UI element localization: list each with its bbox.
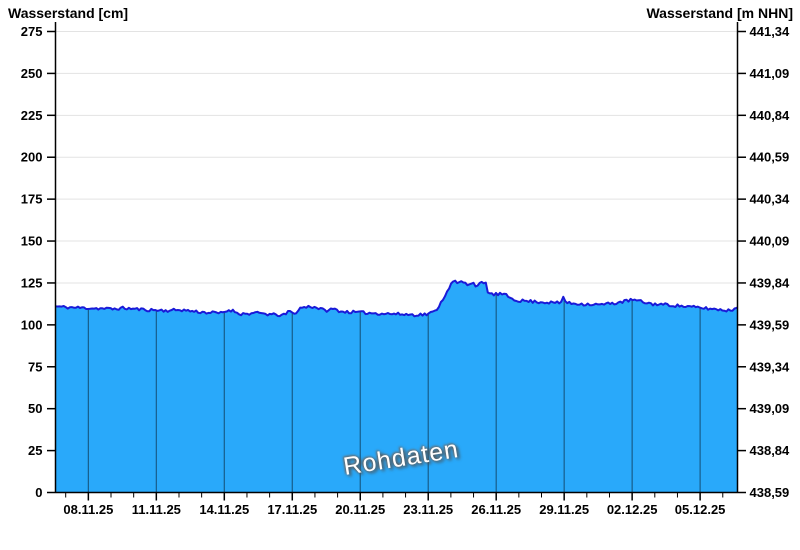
svg-text:0: 0 [35, 485, 42, 500]
svg-text:175: 175 [21, 192, 43, 207]
svg-text:441,34: 441,34 [750, 24, 791, 39]
svg-text:441,09: 441,09 [750, 66, 790, 81]
svg-text:14.11.25: 14.11.25 [199, 502, 249, 517]
svg-text:250: 250 [21, 66, 43, 81]
svg-text:75: 75 [28, 359, 42, 374]
water-level-line [55, 279, 739, 318]
right-axis-ticks: 441,34 441,09 440,84 440,59 440,34 440,09 439,… [737, 24, 791, 500]
vertical-date-gridlines [87, 280, 701, 493]
left-axis-title: Wasserstand [cm] [8, 5, 129, 21]
right-axis-title: Wasserstand [m NHN] [646, 5, 793, 21]
svg-text:05.12.25: 05.12.25 [675, 502, 726, 517]
svg-text:275: 275 [21, 24, 43, 39]
water-level-area [55, 280, 738, 493]
svg-text:29.11.25: 29.11.25 [539, 502, 589, 517]
x-axis-ticks: 08.11.25 11.11.25 14.11.25 17.11.25 20.11.25… [63, 492, 726, 517]
svg-text:440,09: 440,09 [750, 234, 790, 249]
svg-text:439,34: 439,34 [750, 359, 791, 374]
svg-text:02.12.25: 02.12.25 [607, 502, 658, 517]
svg-text:439,59: 439,59 [750, 317, 790, 332]
axes [54, 22, 739, 494]
svg-text:440,84: 440,84 [750, 108, 791, 123]
svg-text:440,59: 440,59 [750, 150, 790, 165]
svg-text:438,59: 438,59 [750, 485, 790, 500]
svg-text:25: 25 [28, 443, 42, 458]
svg-text:20.11.25: 20.11.25 [335, 502, 385, 517]
svg-text:225: 225 [21, 108, 43, 123]
svg-text:11.11.25: 11.11.25 [132, 502, 181, 517]
svg-text:439,09: 439,09 [750, 401, 790, 416]
svg-text:26.11.25: 26.11.25 [471, 502, 521, 517]
svg-text:08.11.25: 08.11.25 [63, 502, 113, 517]
svg-text:439,84: 439,84 [750, 275, 791, 290]
svg-text:438,84: 438,84 [750, 443, 791, 458]
svg-text:23.11.25: 23.11.25 [403, 502, 453, 517]
svg-text:125: 125 [21, 275, 43, 290]
svg-text:440,34: 440,34 [750, 192, 791, 207]
svg-text:200: 200 [21, 150, 43, 165]
svg-text:17.11.25: 17.11.25 [267, 502, 317, 517]
svg-text:50: 50 [28, 401, 42, 416]
svg-text:150: 150 [21, 234, 43, 249]
svg-text:100: 100 [21, 317, 43, 332]
